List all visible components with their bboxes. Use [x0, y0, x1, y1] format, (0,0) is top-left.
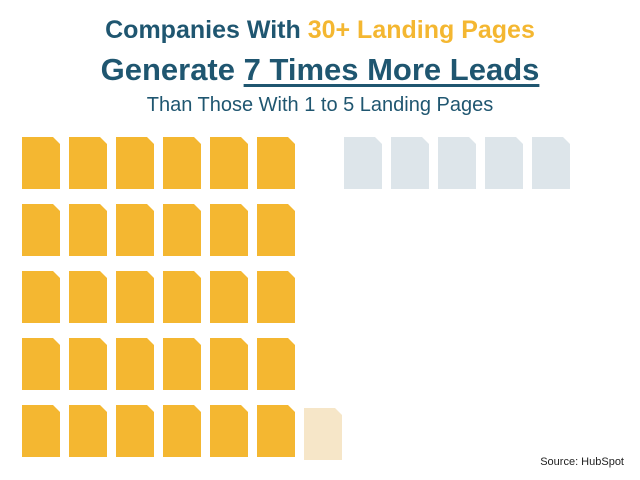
document-icon	[257, 137, 295, 189]
document-icon	[344, 137, 382, 189]
document-icon	[163, 405, 201, 457]
document-icon	[210, 204, 248, 256]
document-icon	[69, 137, 107, 189]
document-icon	[163, 137, 201, 189]
document-icon	[304, 408, 342, 460]
headline-highlight: 30+ Landing Pages	[307, 16, 535, 44]
document-icon	[532, 137, 570, 189]
document-icon	[22, 405, 60, 457]
document-icon	[116, 405, 154, 457]
document-icon	[69, 405, 107, 457]
document-icon	[116, 271, 154, 323]
headline-line-3: Than Those With 1 to 5 Landing Pages	[146, 94, 494, 116]
document-icon	[163, 271, 201, 323]
document-icon	[257, 405, 295, 457]
document-icon	[69, 338, 107, 390]
document-icon	[22, 338, 60, 390]
document-icon	[22, 204, 60, 256]
document-icon	[116, 338, 154, 390]
document-icon	[163, 204, 201, 256]
headline-line-1: Companies With 30+ Landing Pages	[0, 14, 640, 46]
document-icon	[163, 338, 201, 390]
document-icon	[257, 271, 295, 323]
source-credit: Source: HubSpot	[540, 456, 624, 468]
document-icon	[391, 137, 429, 189]
document-icon	[210, 405, 248, 457]
document-icon	[116, 204, 154, 256]
document-icon	[210, 137, 248, 189]
document-icon	[69, 271, 107, 323]
document-icon	[116, 137, 154, 189]
headline-underlined-claim: 7 Times More Leads	[243, 52, 540, 87]
document-icon	[257, 338, 295, 390]
document-icon	[257, 204, 295, 256]
document-icon	[210, 271, 248, 323]
document-icon	[69, 204, 107, 256]
headline-generate: Generate	[100, 52, 244, 87]
document-icon	[22, 271, 60, 323]
document-icon	[22, 137, 60, 189]
document-icon	[438, 137, 476, 189]
document-icon	[210, 338, 248, 390]
document-icon	[485, 137, 523, 189]
headline-line-2: Generate 7 Times More Leads	[0, 50, 640, 90]
headline-prefix: Companies With	[105, 16, 308, 44]
